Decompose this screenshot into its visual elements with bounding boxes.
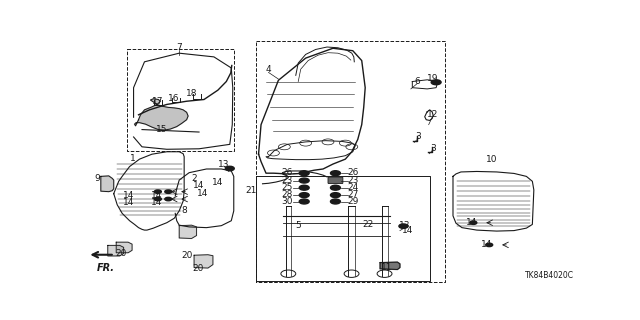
Text: 3: 3	[415, 132, 421, 141]
Circle shape	[300, 193, 309, 197]
Text: 14: 14	[151, 191, 163, 200]
Text: 26: 26	[347, 168, 358, 177]
Text: 17: 17	[152, 98, 164, 107]
Circle shape	[330, 171, 340, 176]
Text: 1: 1	[130, 154, 136, 163]
Text: 20: 20	[181, 251, 193, 260]
Circle shape	[486, 243, 493, 247]
Text: 14: 14	[123, 191, 134, 200]
Text: 2: 2	[191, 174, 197, 183]
Circle shape	[431, 80, 441, 85]
Text: 3: 3	[430, 144, 436, 153]
Text: 14: 14	[212, 178, 223, 187]
Text: 18: 18	[186, 89, 198, 98]
Text: 21: 21	[245, 186, 257, 195]
Circle shape	[330, 185, 340, 190]
Polygon shape	[101, 176, 114, 192]
Text: 26: 26	[282, 168, 293, 177]
Circle shape	[399, 224, 408, 228]
Text: FR.: FR.	[97, 263, 115, 273]
Text: TK84B4020C: TK84B4020C	[525, 271, 573, 280]
Circle shape	[300, 199, 309, 204]
Circle shape	[300, 178, 309, 183]
Circle shape	[300, 171, 309, 176]
Polygon shape	[108, 245, 124, 256]
Text: 14: 14	[193, 181, 205, 190]
Text: 28: 28	[282, 190, 293, 199]
Text: 27: 27	[347, 190, 358, 199]
Text: 5: 5	[296, 221, 301, 230]
Text: 30: 30	[282, 197, 293, 206]
Polygon shape	[116, 242, 132, 253]
Text: 14: 14	[466, 218, 477, 227]
Circle shape	[300, 185, 309, 190]
Text: 9: 9	[95, 174, 100, 183]
Polygon shape	[134, 99, 188, 130]
Text: 6: 6	[415, 77, 420, 86]
Text: 22: 22	[362, 220, 373, 229]
Text: 14: 14	[197, 189, 208, 198]
Text: 13: 13	[218, 160, 230, 169]
Text: 14: 14	[481, 240, 492, 249]
Polygon shape	[179, 225, 196, 238]
Text: 7: 7	[177, 43, 182, 52]
Circle shape	[330, 193, 340, 197]
Text: 13: 13	[399, 221, 411, 230]
Text: 12: 12	[426, 110, 438, 119]
Text: 24: 24	[347, 183, 358, 192]
Circle shape	[330, 199, 340, 204]
Text: 14: 14	[402, 226, 413, 235]
Circle shape	[225, 166, 234, 171]
Text: 15: 15	[156, 124, 168, 133]
Text: 20: 20	[115, 250, 126, 259]
Circle shape	[154, 197, 161, 201]
Text: 29: 29	[347, 197, 358, 206]
Text: 16: 16	[168, 93, 179, 102]
Text: 23: 23	[282, 176, 293, 185]
Text: 19: 19	[428, 74, 439, 83]
Circle shape	[165, 197, 172, 201]
Text: 10: 10	[486, 155, 497, 164]
Text: 4: 4	[266, 65, 271, 75]
Text: 11: 11	[381, 262, 392, 272]
Polygon shape	[380, 262, 400, 269]
Text: 25: 25	[282, 183, 293, 192]
FancyBboxPatch shape	[328, 177, 343, 184]
Circle shape	[470, 221, 477, 224]
Polygon shape	[194, 255, 213, 268]
Text: 23: 23	[347, 176, 358, 185]
Text: 20: 20	[192, 264, 204, 273]
Text: 14: 14	[151, 198, 163, 207]
Text: 8: 8	[181, 206, 187, 215]
Text: 14: 14	[123, 198, 134, 207]
Circle shape	[154, 190, 161, 193]
Circle shape	[165, 190, 172, 193]
